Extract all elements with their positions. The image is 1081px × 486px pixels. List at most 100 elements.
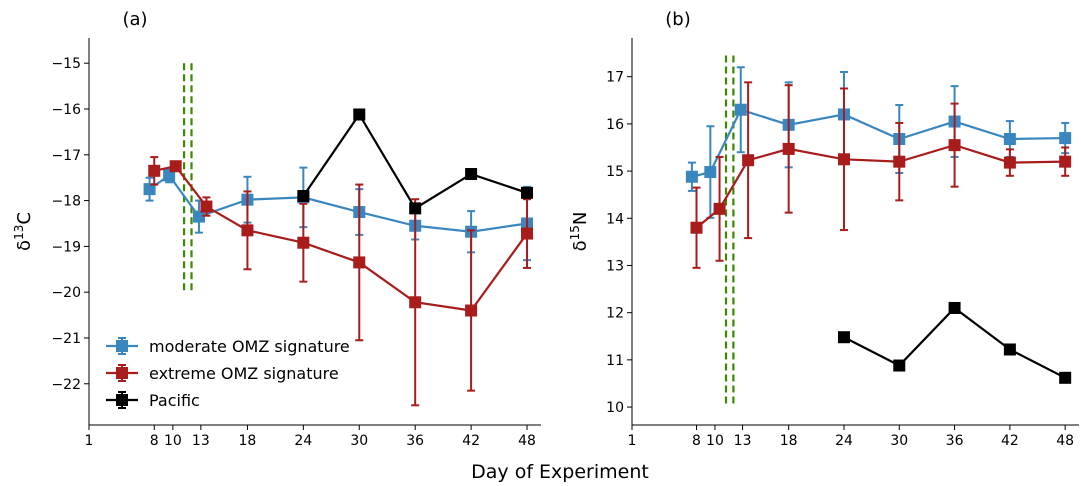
- legend-marker: [116, 394, 128, 406]
- series-moderate: [685, 66, 1072, 219]
- series-line: [843, 306, 1066, 379]
- series-moderate: [143, 166, 534, 262]
- y-tick-label: 10: [606, 400, 624, 416]
- data-point: [241, 224, 254, 237]
- data-point: [163, 169, 176, 182]
- legend-item: moderate OMZ signature: [106, 337, 350, 356]
- legend-marker: [116, 367, 128, 379]
- data-point: [465, 168, 478, 181]
- y-tick-label: 12: [606, 306, 624, 322]
- x-tick-label: 42: [462, 433, 480, 449]
- series-line: [302, 112, 528, 210]
- data-point: [948, 301, 961, 314]
- data-point: [948, 139, 961, 152]
- x-tick-label: 10: [706, 433, 724, 449]
- x-tick-label: 36: [946, 433, 964, 449]
- series-pacific: [297, 108, 534, 215]
- x-axis-label: Day of Experiment: [471, 461, 649, 483]
- legend-label: moderate OMZ signature: [149, 337, 350, 356]
- legend-label: Pacific: [149, 391, 200, 410]
- legend-label: extreme OMZ signature: [149, 364, 339, 383]
- x-tick-label: 13: [192, 433, 210, 449]
- y-tick-label: 14: [606, 211, 624, 227]
- x-tick-label: 1: [628, 433, 637, 449]
- y-axis-label: δ15N: [568, 212, 591, 252]
- legend-item: Pacific: [106, 391, 200, 410]
- data-point: [742, 154, 755, 167]
- data-point: [1059, 371, 1072, 384]
- data-point: [409, 296, 422, 309]
- series-extreme: [690, 81, 1072, 269]
- y-axis-label: δ13C: [12, 212, 35, 251]
- data-point: [200, 200, 213, 213]
- data-point: [893, 155, 906, 168]
- panel-a: (a)δ13C−15−16−17−18−19−20−21−221 8 10 13 18 2…: [12, 9, 541, 449]
- x-tick-label: 30: [890, 433, 908, 449]
- data-point: [837, 153, 850, 166]
- data-point: [1003, 343, 1016, 356]
- y-axis-label-symbol: δ: [570, 240, 591, 251]
- x-tick-label: 18: [239, 433, 257, 449]
- y-axis-label-element: C: [14, 212, 35, 225]
- x-tick-label: 24: [835, 433, 853, 449]
- data-point: [1003, 156, 1016, 169]
- data-point: [297, 190, 310, 203]
- legend: moderate OMZ signature extreme OMZ signat…: [106, 337, 350, 410]
- data-point: [192, 210, 205, 223]
- x-tick-label: 10: [164, 433, 182, 449]
- data-point: [1059, 155, 1072, 168]
- y-axis-label-superscript: 13: [12, 225, 26, 240]
- y-tick-label: 16: [606, 117, 624, 133]
- data-point: [734, 103, 747, 116]
- data-point: [704, 166, 717, 179]
- data-point: [353, 108, 366, 121]
- y-tick-label: −20: [51, 285, 81, 301]
- x-tick-label: 24: [294, 433, 312, 449]
- data-point: [465, 304, 478, 317]
- y-tick-label: 11: [606, 353, 624, 369]
- x-tick-label: 48: [518, 433, 536, 449]
- data-point: [353, 256, 366, 269]
- data-point: [893, 359, 906, 372]
- y-tick-label: 15: [606, 164, 624, 180]
- data-point: [521, 227, 534, 240]
- legend-marker: [116, 340, 128, 352]
- data-point: [143, 183, 156, 196]
- data-point: [169, 160, 182, 173]
- x-tick-label: 30: [350, 433, 368, 449]
- x-tick-label: 13: [734, 433, 752, 449]
- y-tick-label: −15: [51, 56, 81, 72]
- x-tick-label: 18: [780, 433, 798, 449]
- y-tick-label: −18: [51, 194, 81, 210]
- data-point: [409, 202, 422, 215]
- data-point: [685, 170, 698, 183]
- data-point: [782, 142, 795, 155]
- x-tick-label: 42: [1001, 433, 1019, 449]
- data-point: [521, 186, 534, 199]
- x-tick-label: 8: [692, 433, 701, 449]
- y-tick-label: −17: [51, 148, 81, 164]
- data-point: [1059, 132, 1072, 145]
- y-axis-label-element: N: [570, 212, 591, 225]
- data-point: [297, 236, 310, 249]
- data-point: [1003, 132, 1016, 145]
- panel-title: (a): [122, 9, 147, 30]
- y-tick-label: −21: [51, 331, 81, 347]
- y-axis-label-superscript: 15: [568, 225, 582, 240]
- data-point: [713, 202, 726, 215]
- series-extreme: [148, 156, 534, 407]
- x-tick-label: 36: [406, 433, 424, 449]
- y-tick-label: 17: [606, 70, 624, 86]
- x-tick-label: 48: [1056, 433, 1074, 449]
- legend-item: extreme OMZ signature: [106, 364, 339, 383]
- y-tick-label: −22: [51, 377, 81, 393]
- data-point: [148, 164, 161, 177]
- data-point: [837, 331, 850, 344]
- y-tick-label: −19: [51, 239, 81, 255]
- series-pacific: [837, 301, 1072, 384]
- panel-title: (b): [665, 9, 690, 30]
- x-tick-label: 1: [85, 433, 94, 449]
- y-tick-label: 13: [606, 258, 624, 274]
